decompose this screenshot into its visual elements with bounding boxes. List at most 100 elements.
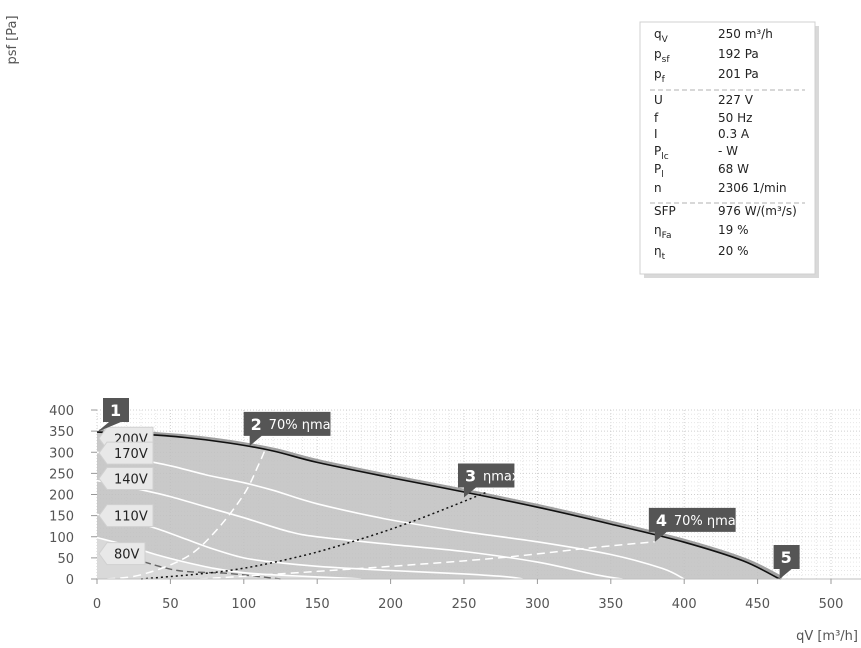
- x-tick-label: 100: [231, 597, 256, 612]
- marker-2-number: 2: [251, 415, 262, 434]
- y-tick-label: 150: [49, 510, 74, 525]
- info-value: 50 Hz: [718, 111, 752, 125]
- x-tick-label: 500: [819, 597, 844, 612]
- y-axis-title: psf [Pa]: [5, 15, 20, 64]
- fan-curve-200v: [96, 431, 780, 580]
- marker-4-callout: [648, 507, 736, 542]
- marker-3-label: ηmax: [483, 469, 520, 484]
- y-tick-label: 200: [49, 489, 74, 504]
- info-label-subscript: l: [661, 170, 664, 180]
- info-value: 20 %: [718, 244, 749, 258]
- x-tick-label: 400: [672, 597, 697, 612]
- voltage-label: 140V: [114, 472, 148, 487]
- fan-curve-170v: [96, 451, 685, 580]
- operating-area: [97, 432, 780, 579]
- x-tick-label: 200: [378, 597, 403, 612]
- info-label: n: [654, 181, 662, 195]
- voltage-label: 110V: [114, 510, 148, 525]
- info-label-base: η: [654, 244, 662, 258]
- curve-80v-extension: [133, 558, 281, 580]
- info-label: psf: [654, 47, 670, 65]
- marker-1-callout: [97, 397, 129, 432]
- info-label-subscript: lc: [661, 152, 669, 162]
- info-label-base: p: [654, 67, 662, 81]
- y-tick-label: 50: [57, 552, 74, 567]
- info-value: 976 W/(m³/s): [718, 204, 797, 218]
- marker-5-number: 5: [781, 548, 792, 567]
- system-curve-2: [140, 491, 487, 580]
- marker-2-label: 70% ηmax: [269, 418, 339, 433]
- system-curves: [107, 447, 655, 580]
- x-axis-title: qV [m³/h]: [796, 629, 858, 644]
- voltage-tag: [98, 504, 154, 528]
- info-label-base: q: [654, 27, 662, 41]
- info-label: pf: [654, 67, 666, 85]
- x-tick-label: 0: [93, 597, 101, 612]
- marker-5-callout: [773, 545, 800, 579]
- info-label-base: p: [654, 47, 662, 61]
- marker-4-label: 70% ηmax: [674, 514, 744, 529]
- x-tick-label: 350: [598, 597, 623, 612]
- info-label: SFP: [654, 204, 676, 218]
- axes: 0 50 100 150 200 250 300 350 400 450 500 0 50 100 150 2…: [49, 404, 861, 612]
- info-label-subscript: sf: [662, 55, 671, 65]
- info-panel-bg: [639, 21, 816, 275]
- info-value: 227 V: [718, 93, 754, 107]
- system-curve-3: [199, 541, 655, 580]
- marker-3-callout: [458, 463, 515, 498]
- point-markers: 1 2 70% ηmax 3 ηmax 4 70% ηmax 5: [97, 397, 800, 579]
- info-value: 19 %: [718, 223, 749, 237]
- info-label-base: P: [654, 162, 661, 176]
- info-value: 68 W: [718, 162, 749, 176]
- marker-4-number: 4: [656, 511, 667, 530]
- info-label-subscript: t: [662, 252, 666, 262]
- y-tick-label: 250: [49, 467, 74, 482]
- y-tick-label: 350: [49, 425, 74, 440]
- system-curve-1: [107, 447, 267, 580]
- y-tick-label: 100: [49, 531, 74, 546]
- voltage-label: 170V: [114, 447, 148, 462]
- info-value: - W: [718, 144, 738, 158]
- voltage-label: 80V: [114, 548, 140, 563]
- info-value: 2306 1/min: [718, 181, 787, 195]
- info-value: 250 m³/h: [718, 27, 773, 41]
- info-label: I: [654, 127, 658, 141]
- fan-curve-140v: [96, 479, 623, 580]
- info-label-subscript: f: [662, 75, 666, 85]
- info-label-subscript: V: [662, 35, 669, 45]
- info-label: ηFa: [654, 223, 671, 241]
- fan-curve-110v: [96, 513, 523, 580]
- y-tick-label: 400: [49, 404, 74, 419]
- marker-1-number: 1: [110, 401, 121, 420]
- curve-shadow: [99, 429, 783, 580]
- voltage-tag: [98, 542, 146, 566]
- y-tick-label: 300: [49, 446, 74, 461]
- x-tick-label: 450: [745, 597, 770, 612]
- x-tick-label: 150: [305, 597, 330, 612]
- info-label: f: [654, 111, 659, 125]
- y-tick-label: 0: [66, 573, 74, 588]
- marker-3-number: 3: [465, 466, 476, 485]
- info-value: 192 Pa: [718, 47, 759, 61]
- voltage-tag: [98, 441, 154, 465]
- x-tick-label: 300: [525, 597, 550, 612]
- low-speed-region-overlay: [97, 537, 362, 579]
- info-label-base: η: [654, 223, 662, 237]
- x-tick-label: 250: [452, 597, 477, 612]
- info-label: Pl: [654, 162, 664, 180]
- info-label: Plc: [654, 144, 669, 162]
- x-tick-label: 50: [162, 597, 179, 612]
- info-label: ηt: [654, 244, 666, 262]
- marker-2-callout: [243, 411, 331, 446]
- info-label-base: P: [654, 144, 661, 158]
- info-label-subscript: Fa: [662, 231, 672, 241]
- info-value: 201 Pa: [718, 67, 759, 81]
- info-value: 0.3 A: [718, 127, 750, 141]
- info-label: qV: [654, 27, 669, 45]
- voltage-tag: [98, 466, 154, 490]
- info-label: U: [654, 93, 663, 107]
- operating-region: [97, 429, 783, 580]
